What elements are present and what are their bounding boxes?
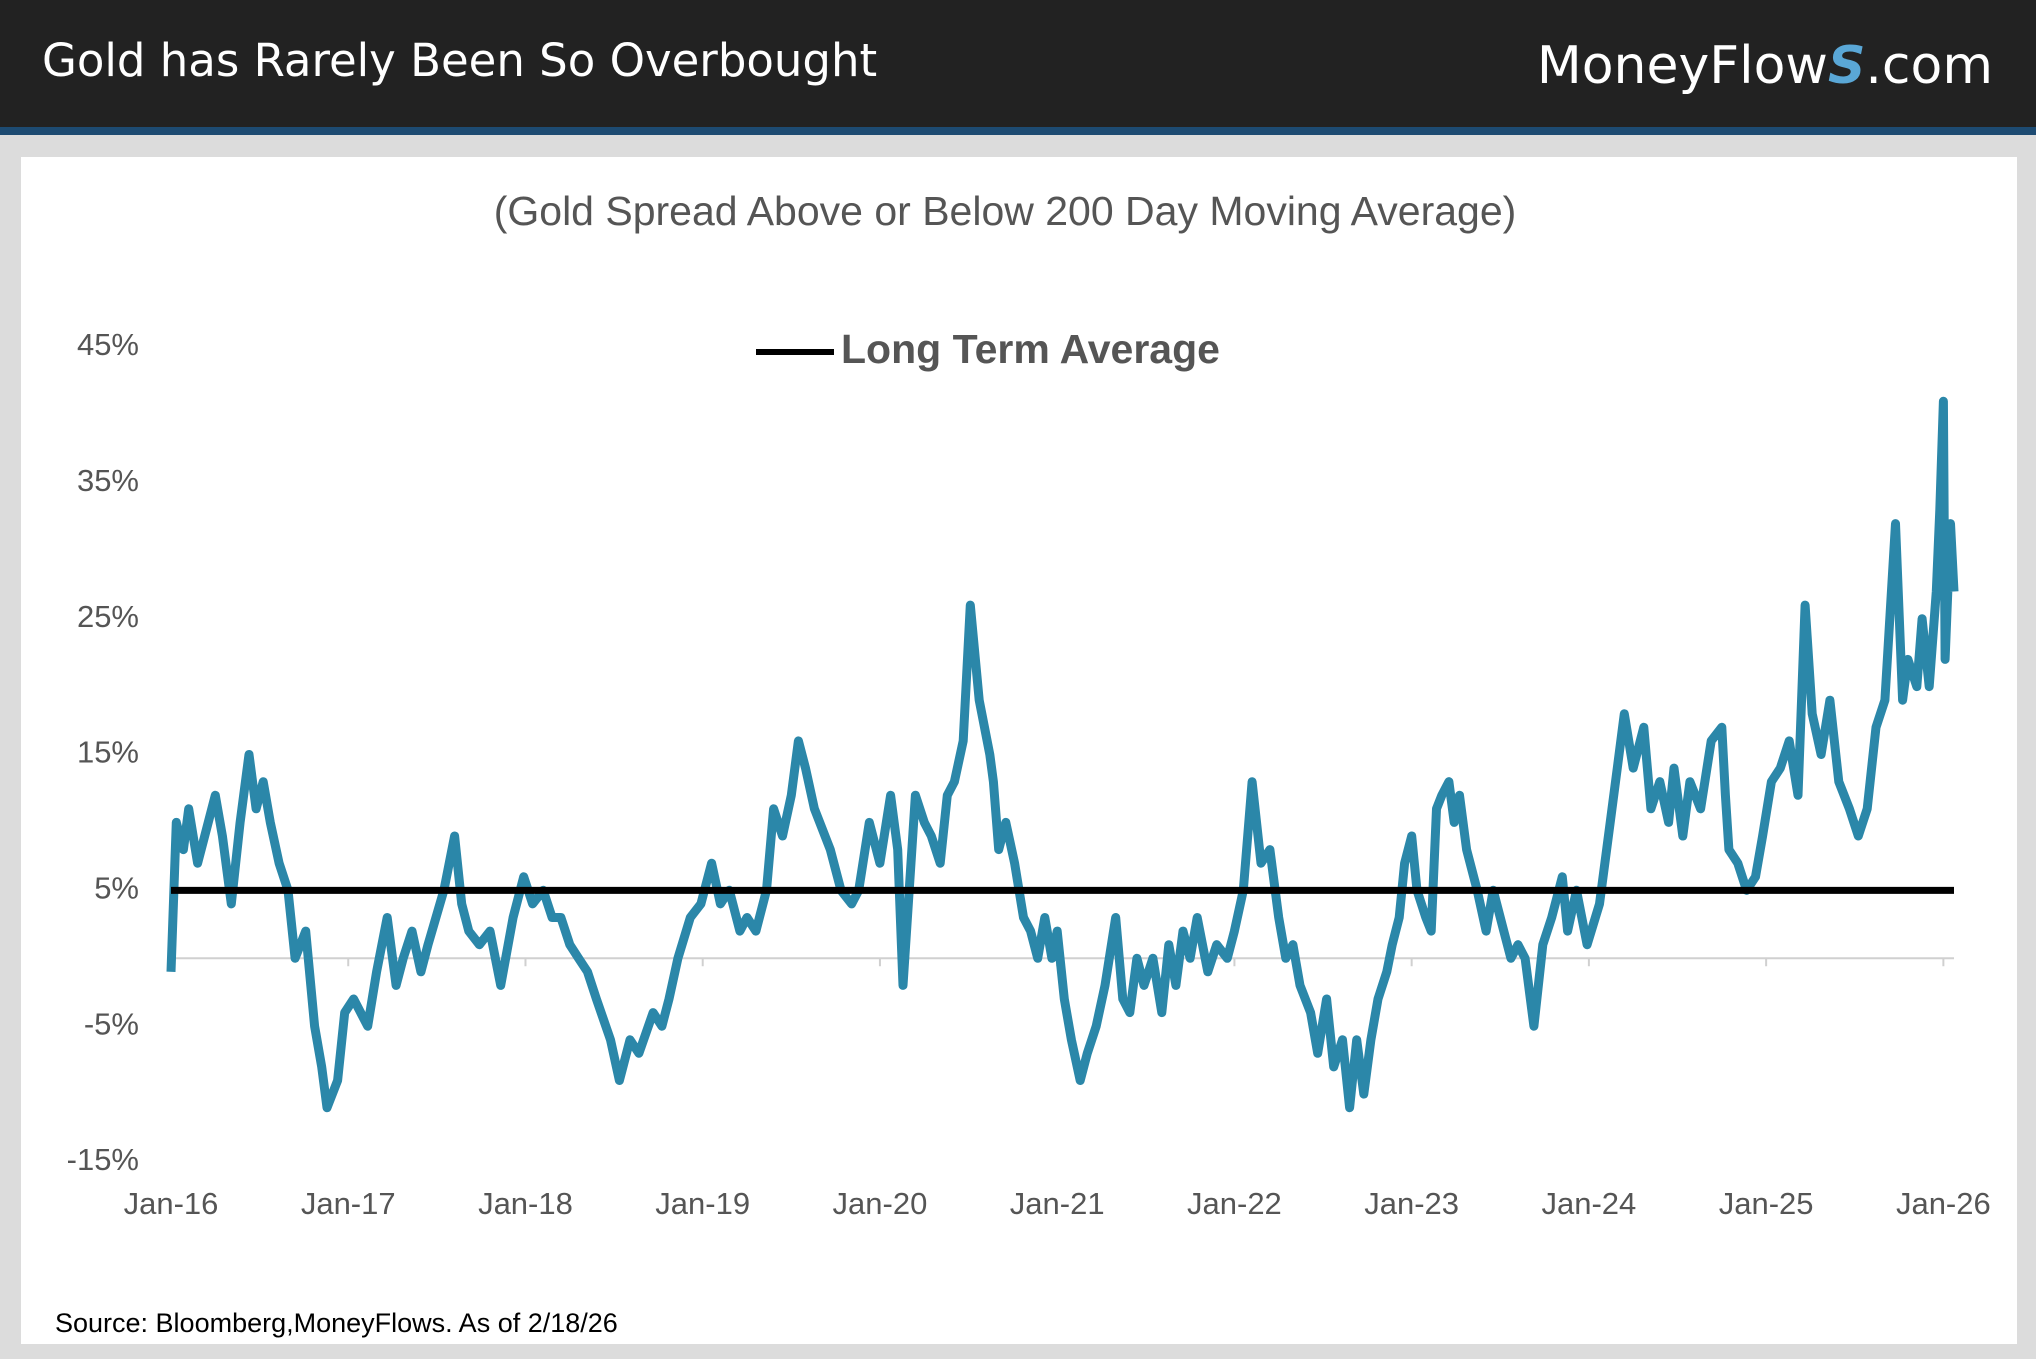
y-tick-label: 35% <box>77 463 139 498</box>
x-tick-label: Jan-24 <box>1541 1186 1636 1221</box>
logo: MoneyFlowS.com <box>1537 36 1993 96</box>
x-tick-label: Jan-26 <box>1896 1186 1991 1221</box>
x-tick-label: Jan-21 <box>1010 1186 1105 1221</box>
x-tick-label: Jan-25 <box>1719 1186 1814 1221</box>
logo-suffix: .com <box>1865 36 1993 96</box>
source-note: Source: Bloomberg,MoneyFlows. As of 2/18… <box>55 1308 618 1338</box>
x-tick-label: Jan-20 <box>833 1186 928 1221</box>
y-tick-label: 15% <box>77 735 139 770</box>
data-line <box>166 396 1959 1113</box>
chart-subtitle: (Gold Spread Above or Below 200 Day Movi… <box>494 188 1517 234</box>
x-tick-label: Jan-23 <box>1364 1186 1459 1221</box>
header-title: Gold has Rarely Been So Overbought <box>42 34 878 87</box>
x-tick-label: Jan-16 <box>124 1186 219 1221</box>
logo-text: MoneyFlow <box>1536 36 1828 96</box>
header-stripe <box>0 127 2036 135</box>
x-tick-label: Jan-19 <box>655 1186 750 1221</box>
x-tick-label: Jan-22 <box>1187 1186 1282 1221</box>
logo-mark: S <box>1827 36 1866 96</box>
x-tick-label: Jan-17 <box>301 1186 396 1221</box>
y-tick-label: 5% <box>94 871 139 906</box>
y-tick-label: -15% <box>67 1142 139 1177</box>
y-tick-label: 25% <box>77 599 139 634</box>
legend-label: Long Term Average <box>841 326 1220 372</box>
header: Gold has Rarely Been So Overbought Money… <box>0 0 2036 127</box>
x-tick-label: Jan-18 <box>478 1186 573 1221</box>
y-tick-label: 45% <box>77 327 139 362</box>
chart-panel <box>21 157 2017 1344</box>
y-tick-label: -5% <box>84 1006 139 1041</box>
